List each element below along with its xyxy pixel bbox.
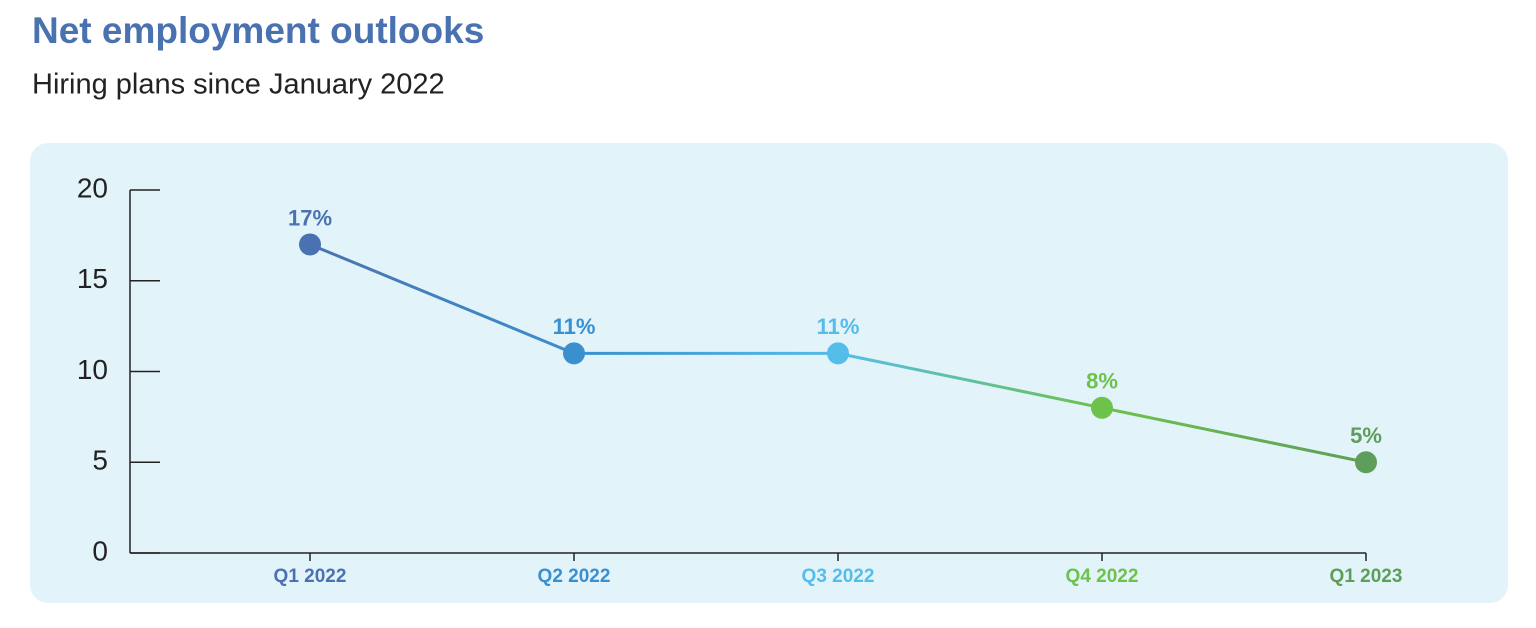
y-tick-label: 15 bbox=[77, 263, 108, 294]
data-point bbox=[1091, 396, 1113, 419]
x-tick-label: Q1 2023 bbox=[1330, 566, 1403, 587]
y-tick-label: 5 bbox=[92, 445, 108, 476]
x-tick-label: Q3 2022 bbox=[802, 566, 875, 587]
data-point bbox=[1355, 451, 1377, 474]
data-point bbox=[827, 342, 849, 365]
y-tick-label: 20 bbox=[77, 172, 108, 203]
data-label: 11% bbox=[817, 314, 860, 339]
x-tick-label: Q2 2022 bbox=[538, 566, 611, 587]
data-point bbox=[563, 342, 585, 365]
y-tick-label: 0 bbox=[92, 535, 108, 566]
x-tick-label: Q1 2022 bbox=[274, 566, 347, 587]
chart-title: Net employment outlooks bbox=[32, 10, 484, 51]
chart-subtitle: Hiring plans since January 2022 bbox=[32, 69, 445, 101]
data-point bbox=[299, 233, 321, 256]
data-label: 17% bbox=[288, 205, 332, 230]
x-tick-label: Q4 2022 bbox=[1066, 566, 1139, 587]
data-label: 5% bbox=[1350, 423, 1382, 448]
data-label: 8% bbox=[1086, 369, 1118, 394]
y-tick-label: 10 bbox=[77, 354, 108, 385]
plot-panel bbox=[30, 143, 1508, 603]
data-label: 11% bbox=[553, 314, 596, 339]
